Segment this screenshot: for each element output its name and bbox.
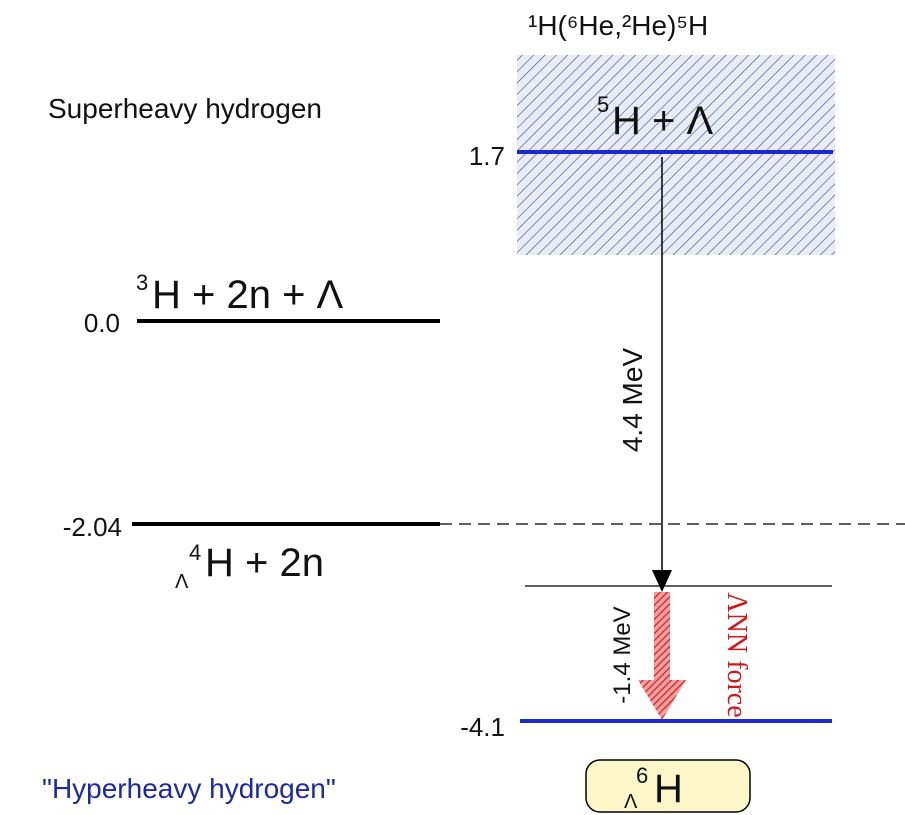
- upper-caption: Superheavy hydrogen: [48, 93, 322, 124]
- energy-label: 1.7: [469, 141, 505, 171]
- force-arrow: [638, 592, 686, 720]
- hyperon-subscript: Λ: [175, 571, 189, 593]
- result-box: [585, 759, 751, 813]
- reaction: ¹H(⁶He,²He)⁵H: [528, 10, 708, 41]
- force-label: ΛNN force: [721, 592, 752, 717]
- arrow-label: 4.4 MeV: [617, 348, 648, 453]
- mass-number: 6: [636, 763, 648, 788]
- lower-caption: "Hyperheavy hydrogen": [42, 773, 336, 804]
- energy-label: 0.0: [84, 308, 120, 338]
- state-label: H + 2n + Λ: [152, 273, 344, 317]
- mass-number: 4: [189, 540, 201, 565]
- state-label: H + 2n: [205, 541, 324, 585]
- energy-label: -4.1: [460, 712, 505, 742]
- mass-number: 5: [597, 92, 609, 117]
- resonance-region: [517, 55, 835, 255]
- hyperon-subscript: Λ: [624, 791, 638, 813]
- mass-number: 3: [136, 270, 148, 295]
- arrow-head: [652, 570, 672, 592]
- arrow-label: -1.4 MeV: [609, 606, 636, 703]
- energy-label: -2.04: [63, 512, 122, 542]
- state-label: H + Λ: [612, 99, 713, 143]
- state-label: H: [654, 767, 683, 811]
